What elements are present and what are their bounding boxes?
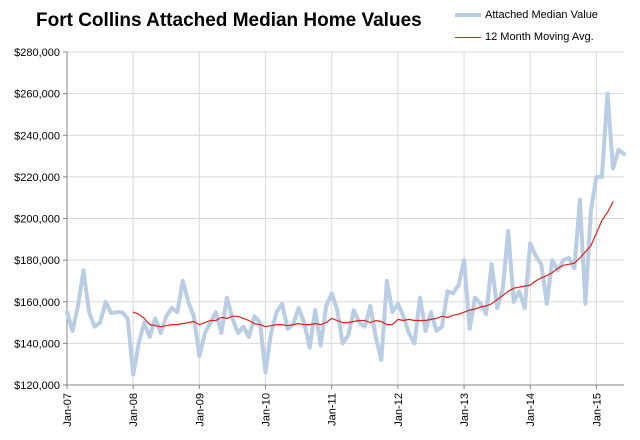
legend-item-moving-average: 12 Month Moving Avg. — [455, 26, 598, 48]
grid-lines — [67, 51, 624, 385]
y-tick-label: $120,000 — [14, 380, 60, 392]
x-tick-label: Jan-10 — [261, 393, 273, 427]
x-tick-label: Jan-15 — [591, 393, 603, 427]
y-tick-label: $160,000 — [14, 297, 60, 309]
legend-swatch-attached-median-value — [455, 13, 481, 17]
x-tick-label: Jan-13 — [459, 393, 471, 427]
legend-label-attached-median-value: Attached Median Value — [485, 9, 598, 21]
x-tick-labels: Jan-07 Jan-08 Jan-09 Jan-10 Jan-11 Jan-12 Jan-… — [62, 393, 603, 427]
y-tick-label: $240,000 — [14, 130, 60, 142]
x-tick-label: Jan-09 — [194, 393, 206, 427]
series-lines — [65, 91, 626, 377]
y-tick-label: $200,000 — [14, 214, 60, 226]
axes — [63, 51, 624, 389]
y-tick-label: $220,000 — [14, 172, 60, 184]
legend: Attached Median Value 12 Month Moving Av… — [455, 4, 598, 48]
y-tick-label: $280,000 — [14, 47, 60, 59]
y-tick-label: $140,000 — [14, 338, 60, 350]
series-line-12-month-moving-avg — [132, 201, 614, 328]
legend-label-moving-average: 12 Month Moving Avg. — [485, 31, 594, 43]
y-tick-labels: $120,000 $140,000 $160,000 $180,000 $200,000… — [14, 47, 60, 392]
chart-title: Fort Collins Attached Median Home Values — [36, 10, 422, 31]
x-tick-label: Jan-07 — [62, 393, 74, 427]
legend-item-attached-median-value: Attached Median Value — [455, 4, 598, 26]
series-line-attached-median-value — [65, 91, 626, 377]
x-tick-label: Jan-08 — [128, 393, 140, 427]
x-tick-label: Jan-12 — [393, 393, 405, 427]
legend-swatch-moving-average — [455, 36, 481, 38]
x-tick-label: Jan-11 — [327, 393, 339, 426]
y-tick-label: $180,000 — [14, 255, 60, 267]
x-tick-label: Jan-14 — [525, 393, 537, 427]
y-tick-label: $260,000 — [14, 89, 60, 101]
